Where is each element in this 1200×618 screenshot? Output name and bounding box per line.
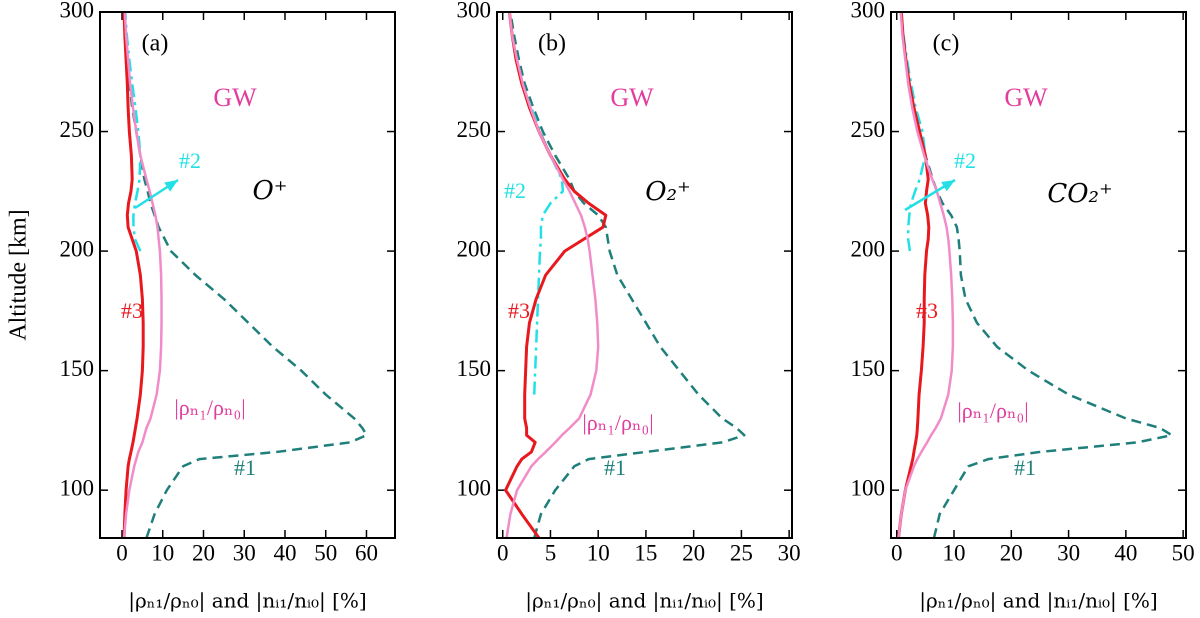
series-line (122, 11, 368, 539)
y-tick-label: 150 (457, 356, 492, 381)
y-tick-label: 100 (60, 475, 95, 500)
panel-label: (c) (933, 31, 960, 57)
y-tick-label: 200 (60, 236, 95, 261)
panel: 0 5 10 15 20 25 30 100 150 200 250 300 #1 #2 #3 |ρₙ₁/ρₙ… (457, 0, 801, 614)
panel-label: (a) (142, 31, 169, 57)
series-line (124, 11, 142, 252)
ion-label: CO₂⁺ (1047, 179, 1112, 209)
arrow-head (941, 180, 955, 192)
series-label: #1 (1014, 455, 1036, 480)
series-line (122, 11, 145, 539)
x-tick-label: 40 (1114, 540, 1137, 565)
series-line (505, 11, 600, 539)
x-tick-label: 20 (1000, 540, 1023, 565)
x-tick-label: 10 (587, 540, 610, 565)
ion-label: O₂⁺ (645, 177, 690, 207)
annotation: GW (213, 83, 257, 112)
y-tick-label: 200 (457, 236, 492, 261)
series-label: #1 (234, 455, 256, 480)
y-tick-label: 250 (457, 117, 492, 142)
x-tick-label: 10 (943, 540, 966, 565)
x-tick-label: 5 (545, 540, 557, 565)
x-tick-label: 15 (634, 540, 657, 565)
y-tick-label: 250 (851, 117, 886, 142)
y-tick-label: 150 (851, 356, 886, 381)
plot-frame (890, 11, 1187, 539)
series-line (896, 11, 931, 539)
ion-label: O⁺ (252, 176, 287, 206)
y-tick-label: 100 (457, 475, 492, 500)
x-tick-label: 30 (233, 540, 256, 565)
y-tick-label: 200 (851, 236, 886, 261)
x-tick-label: 10 (151, 540, 174, 565)
x-axis-label: |ρₙ₁/ρₙ₀| and |nᵢ₁/nᵢ₀| [%] (525, 589, 763, 614)
series-line (122, 11, 163, 539)
x-tick-label: 60 (355, 540, 378, 565)
x-tick-label: 30 (1057, 540, 1080, 565)
series-label: |ρₙ₁/ρₙ₀| (957, 398, 1028, 423)
series-label: #2 (504, 178, 526, 203)
y-tick-label: 100 (851, 475, 886, 500)
y-tick-label: 250 (60, 117, 95, 142)
x-tick-label: 40 (273, 540, 296, 565)
y-tick-label: 300 (851, 0, 886, 22)
y-tick-label: 300 (457, 0, 492, 22)
panel: 0 10 20 30 40 50 100 150 200 250 300 #1 #2 #3 |ρₙ₁/ρₙ₀… (851, 0, 1195, 614)
series-line (897, 11, 955, 539)
x-tick-label: 30 (778, 540, 801, 565)
x-axis-label: |ρₙ₁/ρₙ₀| and |nᵢ₁/nᵢ₀| [%] (128, 589, 366, 614)
plot-frame (496, 11, 793, 539)
x-tick-label: 20 (682, 540, 705, 565)
series-label: #3 (916, 298, 938, 323)
series-label: #2 (179, 148, 201, 173)
series-label: #3 (121, 298, 143, 323)
annotation: GW (610, 83, 654, 112)
y-tick-label: 150 (60, 356, 95, 381)
y-axis-label: Altitude [km] (6, 209, 32, 340)
x-axis-label: |ρₙ₁/ρₙ₀| and |nᵢ₁/nᵢ₀| [%] (919, 589, 1157, 614)
x-tick-label: 50 (1172, 540, 1195, 565)
series-label: #3 (508, 298, 530, 323)
series-label: #2 (954, 148, 976, 173)
x-tick-label: 50 (314, 540, 337, 565)
y-tick-label: 300 (60, 0, 95, 22)
x-tick-label: 0 (891, 540, 903, 565)
x-tick-label: 25 (730, 540, 753, 565)
series-label: |ρₙ₁/ρₙ₀| (174, 395, 245, 420)
x-tick-label: 0 (497, 540, 509, 565)
x-tick-label: 20 (192, 540, 215, 565)
series-label: #1 (604, 455, 626, 480)
panel: 0 10 20 30 40 50 60 100 150 200 250 300 #1 #2 #3 |ρₙ₁/ρ… (6, 0, 396, 614)
panel-label: (b) (538, 31, 566, 57)
annotation: GW (1004, 83, 1048, 112)
series-label: |ρₙ₁/ρₙ₀| (582, 410, 653, 435)
plot-frame (99, 11, 396, 539)
x-tick-label: 0 (116, 540, 128, 565)
arrow-head (164, 180, 178, 192)
series-line (509, 11, 746, 539)
